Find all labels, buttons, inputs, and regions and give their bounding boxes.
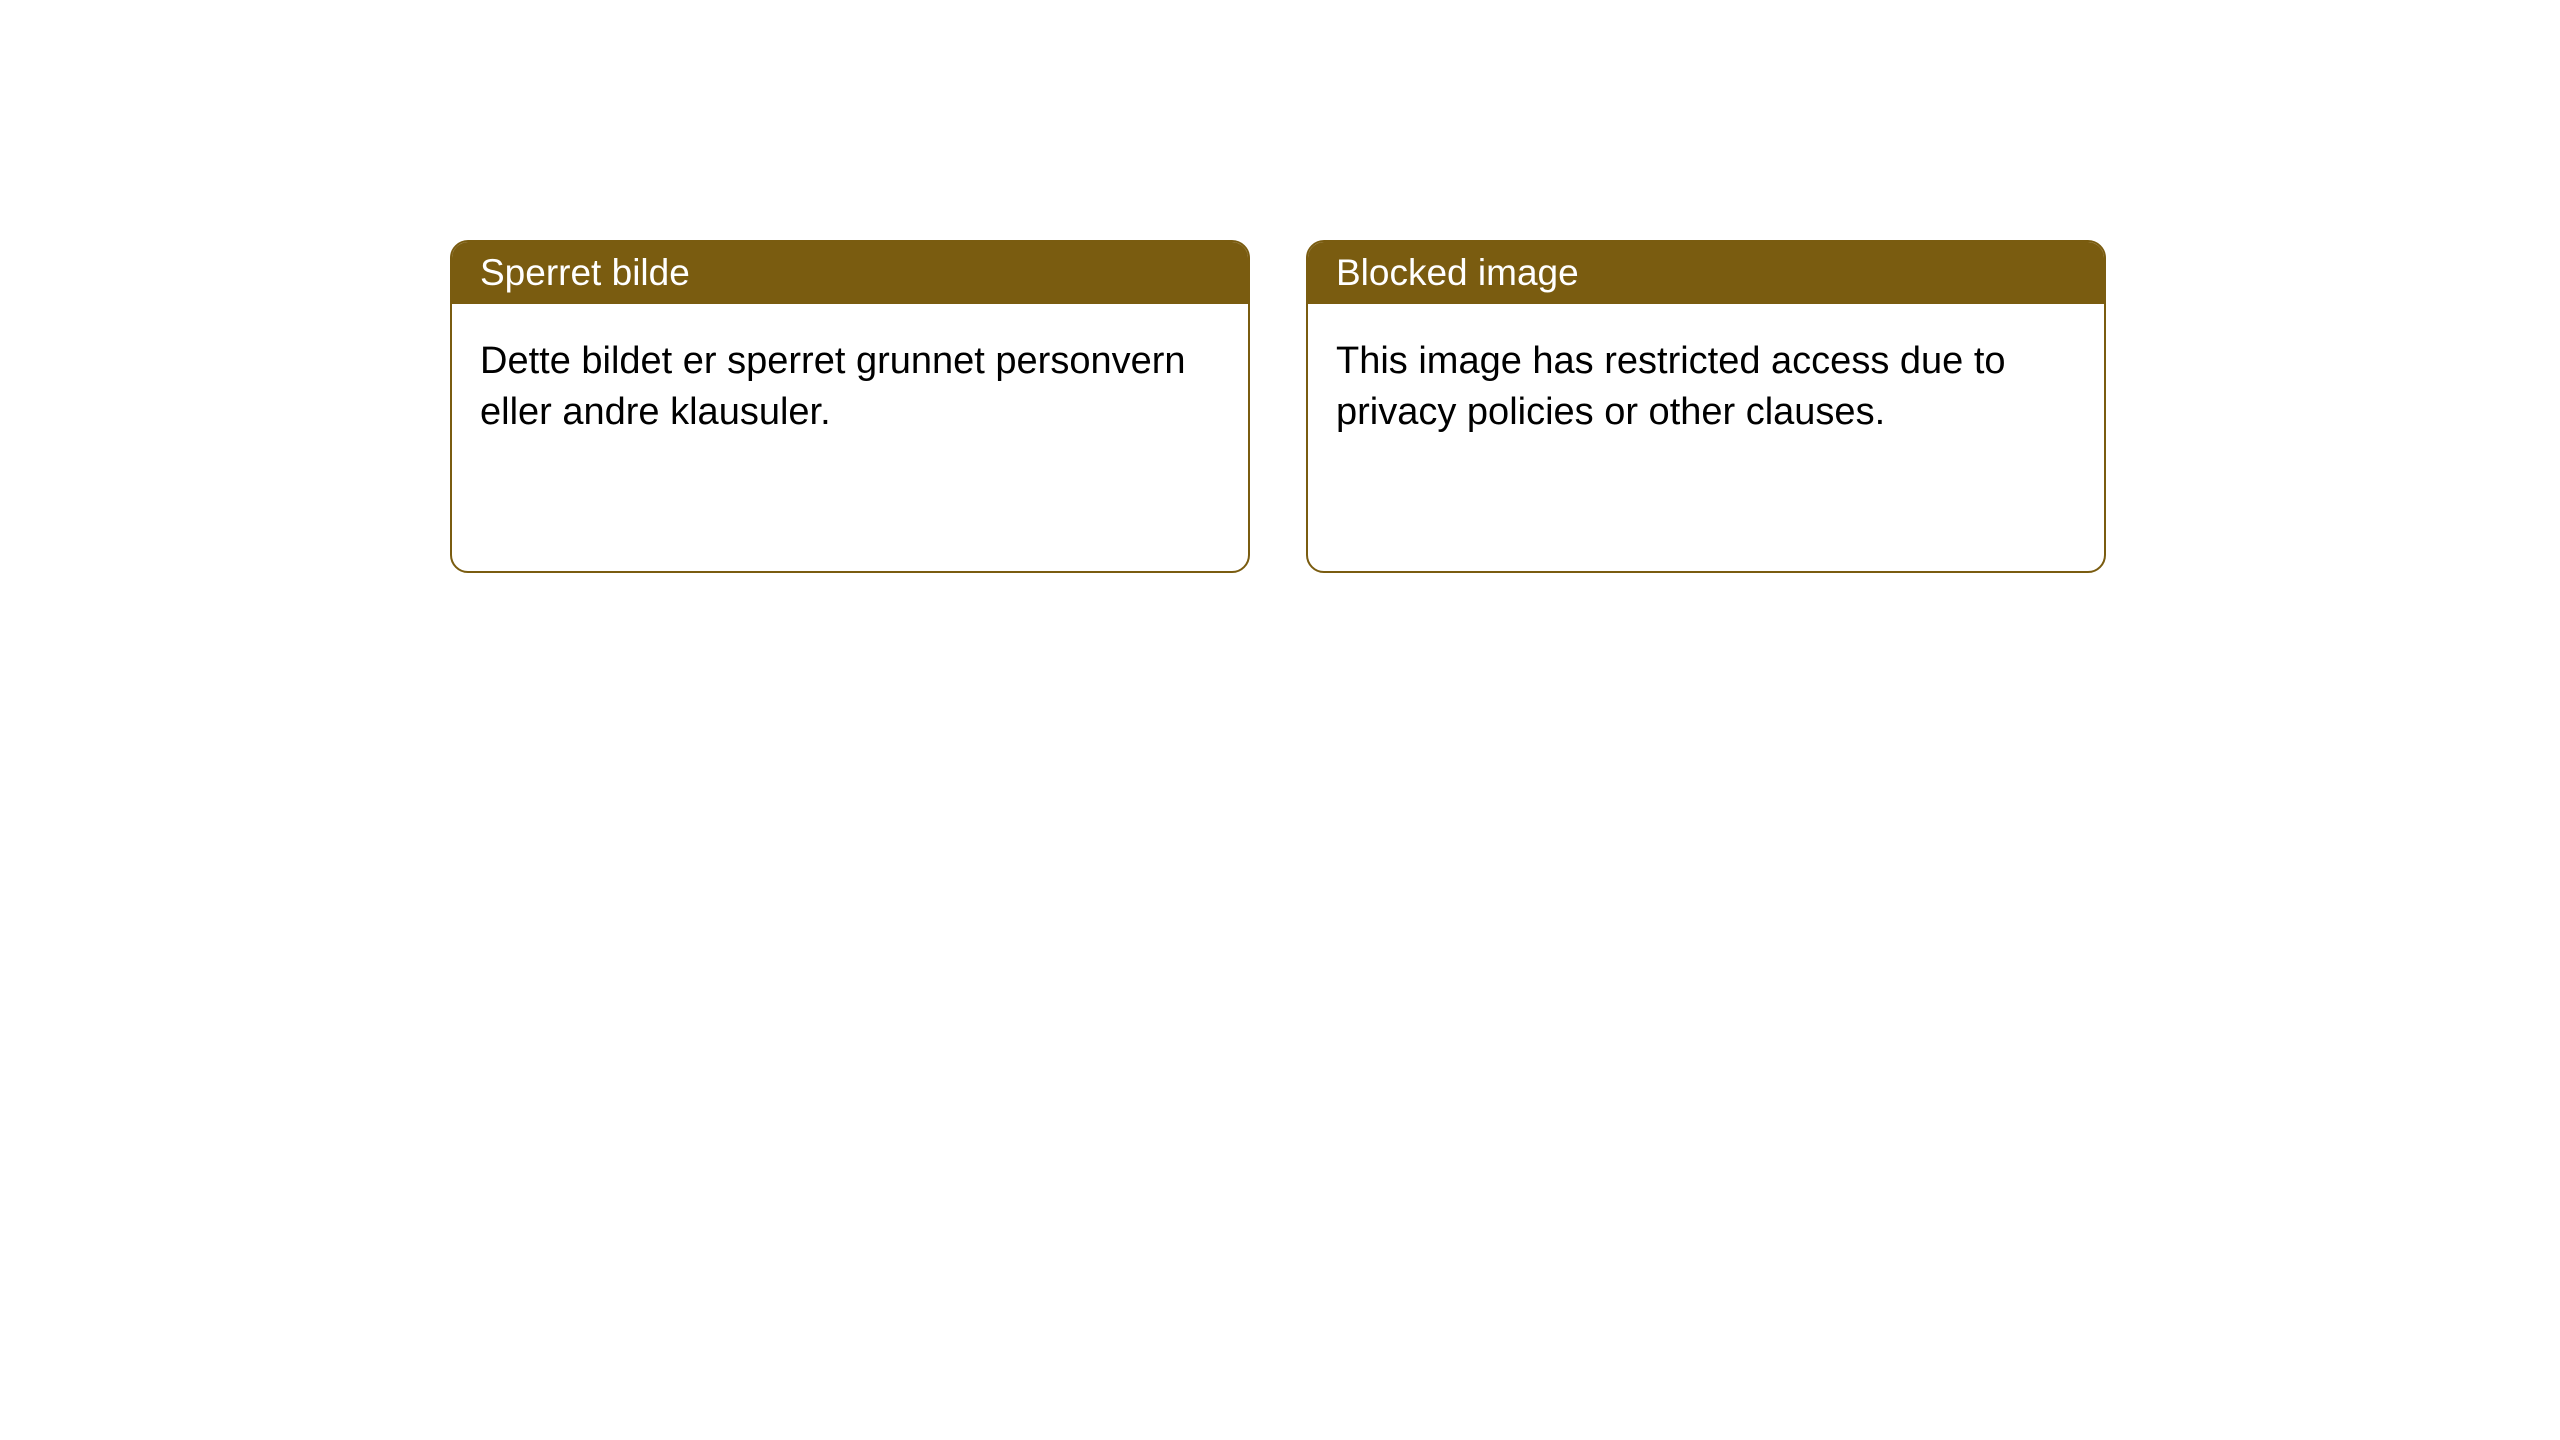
blocked-image-card-no: Sperret bilde Dette bildet er sperret gr… [450, 240, 1250, 573]
blocked-image-card-en: Blocked image This image has restricted … [1306, 240, 2106, 573]
notice-container: Sperret bilde Dette bildet er sperret gr… [0, 0, 2560, 573]
card-body: Dette bildet er sperret grunnet personve… [452, 304, 1248, 471]
card-title: Blocked image [1336, 252, 1579, 293]
card-body-text: This image has restricted access due to … [1336, 340, 2006, 433]
card-body: This image has restricted access due to … [1308, 304, 2104, 471]
card-title: Sperret bilde [480, 252, 690, 293]
card-header: Sperret bilde [452, 242, 1248, 304]
card-body-text: Dette bildet er sperret grunnet personve… [480, 340, 1186, 433]
card-header: Blocked image [1308, 242, 2104, 304]
